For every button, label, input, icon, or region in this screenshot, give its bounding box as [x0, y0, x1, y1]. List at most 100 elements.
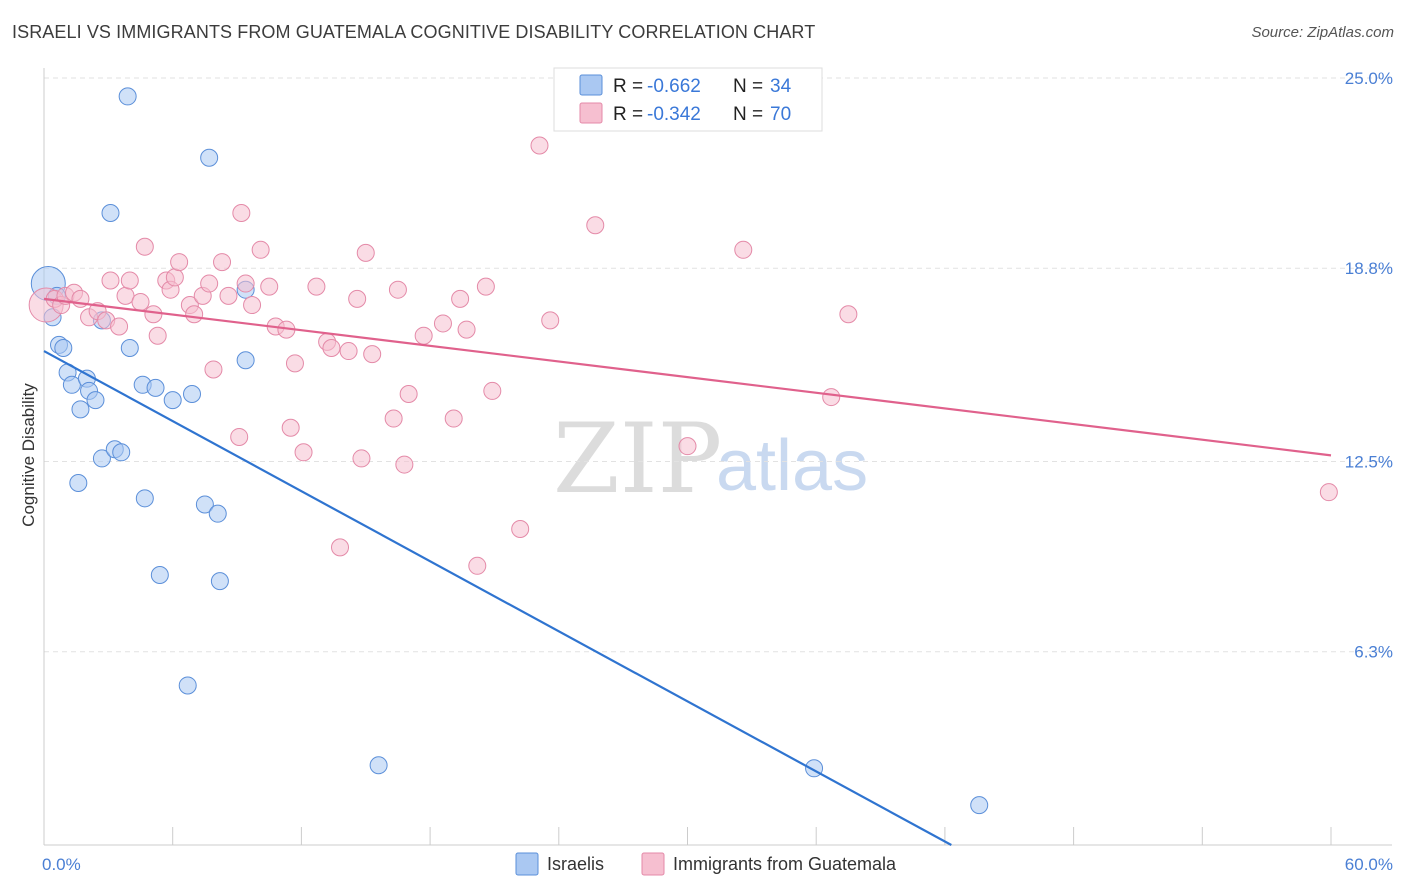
- israelis-point: [62, 375, 81, 394]
- correlation-legend: R = -0.662 N = 34 R = -0.342 N = 70: [553, 67, 823, 132]
- series-legend-swatch-israelis: [515, 852, 539, 876]
- guatemala-point: [822, 388, 841, 407]
- guatemala-trend-line: [43, 297, 1332, 457]
- israelis-point: [54, 338, 73, 357]
- guatemala-point: [384, 409, 403, 428]
- guatemala-point: [483, 381, 502, 400]
- y-tick-label: 6.3%: [1354, 643, 1393, 662]
- guatemala-point: [414, 326, 433, 345]
- watermark-zip: ZIP: [553, 403, 722, 515]
- series-legend-label-israelis: Israelis: [547, 854, 604, 874]
- guatemala-point: [511, 519, 530, 538]
- guatemala-point: [363, 345, 382, 364]
- israelis-point: [69, 473, 88, 492]
- guatemala-point: [200, 274, 219, 293]
- guatemala-point: [530, 136, 549, 155]
- x-tick-label: 60.0%: [1345, 855, 1393, 874]
- israelis-point: [195, 495, 214, 514]
- legend-r-label-israelis: R =: [613, 76, 643, 97]
- watermark-atlas: atlas: [716, 426, 868, 506]
- guatemala-point: [399, 385, 418, 404]
- guatemala-point: [110, 317, 129, 336]
- guatemala-point: [260, 277, 279, 296]
- guatemala-point: [444, 409, 463, 428]
- guatemala-point: [281, 418, 300, 437]
- guatemala-point: [348, 289, 367, 308]
- guatemala-point: [322, 338, 341, 357]
- guatemala-point: [120, 271, 139, 290]
- israelis-point: [86, 391, 105, 410]
- source-label: Source: ZipAtlas.com: [1251, 24, 1394, 41]
- guatemala-point: [213, 253, 232, 272]
- y-tick-label: 25.0%: [1345, 69, 1393, 88]
- x-tick-label: 0.0%: [42, 855, 81, 874]
- legend-n-label-israelis: N =: [733, 76, 763, 97]
- israelis-point: [236, 351, 255, 370]
- guatemala-point: [135, 237, 154, 256]
- guatemala-point: [131, 292, 150, 311]
- guatemala-point: [232, 203, 251, 222]
- series-legend-swatch-guatemala: [641, 852, 665, 876]
- guatemala-point: [204, 360, 223, 379]
- y-tick-label: 12.5%: [1345, 453, 1393, 472]
- guatemala-point: [352, 449, 371, 468]
- guatemala-point: [433, 314, 452, 333]
- israelis-point: [120, 338, 139, 357]
- guatemala-point: [356, 243, 375, 262]
- guatemala-point: [678, 437, 697, 456]
- guatemala-point: [468, 556, 487, 575]
- y-axis-label: Cognitive Disability: [19, 383, 38, 527]
- israelis-point: [101, 203, 120, 222]
- israelis-point: [92, 449, 111, 468]
- israelis-point: [163, 391, 182, 410]
- series-legend: Israelis Immigrants from Guatemala: [515, 852, 897, 876]
- legend-n-value-israelis: 34: [770, 76, 792, 97]
- legend-r-label-guatemala: R =: [613, 104, 643, 125]
- y-tick-labels: 6.3% 12.5% 18.8% 25.0%: [1345, 69, 1393, 662]
- guatemala-point: [185, 305, 204, 324]
- legend-swatch-guatemala: [579, 102, 603, 124]
- guatemala-point: [101, 271, 120, 290]
- israelis-point: [210, 572, 229, 591]
- guatemala-point: [457, 320, 476, 339]
- y-tick-label: 18.8%: [1345, 259, 1393, 278]
- israelis-point: [135, 489, 154, 508]
- guatemala-point: [170, 253, 189, 272]
- legend-n-value-guatemala: 70: [770, 104, 791, 125]
- guatemala-point: [219, 286, 238, 305]
- legend-r-value-guatemala: -0.342: [647, 104, 701, 125]
- israelis-point: [146, 378, 165, 397]
- guatemala-point: [476, 277, 495, 296]
- guatemala-point: [388, 280, 407, 299]
- watermark: ZIP atlas: [553, 403, 868, 515]
- guatemala-point: [451, 289, 470, 308]
- guatemala-point: [541, 311, 560, 330]
- guatemala-point: [243, 296, 262, 315]
- israelis-point: [71, 400, 90, 419]
- guatemala-point: [236, 274, 255, 293]
- guatemala-point: [116, 286, 135, 305]
- data-points: [28, 87, 1338, 815]
- series-legend-label-guatemala: Immigrants from Guatemala: [673, 854, 897, 874]
- chart-title: ISRAELI VS IMMIGRANTS FROM GUATEMALA COG…: [12, 22, 816, 42]
- israelis-trend-line: [43, 350, 952, 846]
- israelis-point: [118, 87, 137, 106]
- guatemala-point: [148, 326, 167, 345]
- legend-n-label-guatemala: N =: [733, 104, 763, 125]
- guatemala-point: [586, 216, 605, 235]
- israelis-point: [208, 504, 227, 523]
- x-tick-labels: 0.0% 60.0%: [42, 855, 1393, 874]
- legend-r-value-israelis: -0.662: [647, 76, 701, 97]
- guatemala-point: [395, 455, 414, 474]
- trend-lines: [43, 297, 1332, 846]
- guatemala-point: [230, 427, 249, 446]
- israelis-point: [200, 148, 219, 167]
- guatemala-point: [1319, 483, 1338, 502]
- israelis-point: [183, 385, 202, 404]
- israelis-point: [178, 676, 197, 695]
- guatemala-point: [251, 240, 270, 259]
- guatemala-point: [839, 305, 858, 324]
- guatemala-point: [165, 268, 184, 287]
- guatemala-point: [285, 354, 304, 373]
